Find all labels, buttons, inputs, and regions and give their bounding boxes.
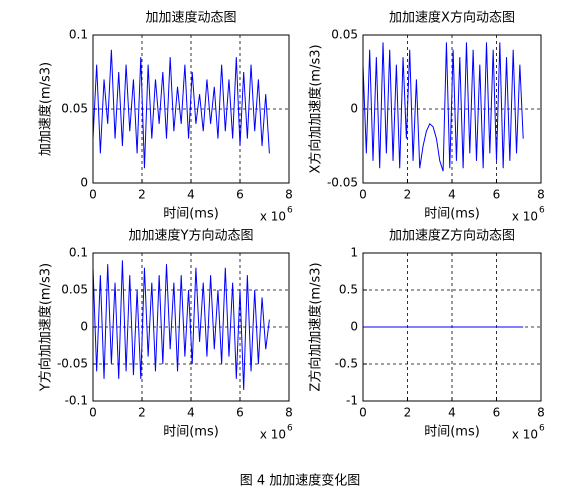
- y-tick-label: 0: [80, 320, 88, 334]
- x-axis-label: 时间(ms): [163, 425, 219, 440]
- x-tick-label: 0: [89, 406, 97, 420]
- data-line: [92, 260, 270, 390]
- axes-box: [92, 34, 290, 184]
- axes-box: [92, 252, 290, 402]
- y-axis-label: X方向加加速度(m/s3): [308, 44, 324, 173]
- x-tick-label: 2: [138, 406, 146, 420]
- y-tick-label: 0.5: [339, 283, 358, 297]
- y-axis-label: Y方向加加速度(m/s3): [38, 263, 54, 392]
- x-tick-label: 2: [404, 406, 412, 420]
- x-multiplier-exponent: 6: [539, 206, 545, 216]
- axes-box: [362, 252, 542, 402]
- y-tick-label: 1: [350, 246, 358, 260]
- x-tick-label: 4: [187, 406, 195, 420]
- caption: 图 4 加加速度变化图: [240, 473, 361, 489]
- y-tick-label: 0: [350, 102, 358, 116]
- chart-title: 加加速度动态图: [145, 10, 236, 26]
- x-tick-label: 8: [537, 188, 545, 202]
- x-tick-label: 6: [236, 406, 244, 420]
- x-tick-label: 4: [448, 188, 456, 202]
- x-multiplier: x 10: [260, 428, 286, 442]
- y-tick-label: -1: [346, 394, 358, 408]
- y-tick-label: -0.05: [327, 176, 358, 190]
- y-tick-label: -0.05: [57, 357, 88, 371]
- y-tick-label: 0: [80, 176, 88, 190]
- x-tick-label: 2: [404, 188, 412, 202]
- y-axis-label: Z方向加加速度(m/s3): [308, 262, 324, 391]
- y-tick-label: 0.05: [61, 102, 88, 116]
- chart-title: 加加速度Y方向动态图: [129, 228, 254, 244]
- x-tick-label: 4: [187, 188, 195, 202]
- x-axis-label: 时间(ms): [163, 207, 219, 222]
- x-multiplier-exponent: 6: [287, 206, 293, 216]
- y-tick-label: 0: [350, 320, 358, 334]
- x-axis-label: 时间(ms): [424, 207, 480, 222]
- x-tick-label: 8: [537, 406, 545, 420]
- y-tick-label: -0.5: [335, 357, 358, 371]
- x-multiplier: x 10: [260, 210, 286, 224]
- x-tick-label: 6: [493, 188, 501, 202]
- data-line: [92, 49, 270, 169]
- x-tick-label: 8: [285, 406, 293, 420]
- x-tick-label: 0: [359, 406, 367, 420]
- y-tick-label: 0.1: [69, 28, 88, 42]
- x-tick-label: 0: [89, 188, 97, 202]
- y-tick-label: 0.05: [331, 28, 358, 42]
- x-tick-label: 0: [359, 188, 367, 202]
- x-tick-label: 8: [285, 188, 293, 202]
- x-multiplier-exponent: 6: [287, 424, 293, 434]
- x-axis-label: 时间(ms): [424, 425, 480, 440]
- x-tick-label: 6: [493, 406, 501, 420]
- chart-title: 加加速度Z方向动态图: [389, 228, 515, 244]
- x-tick-label: 6: [236, 188, 244, 202]
- chart-title: 加加速度X方向动态图: [389, 10, 515, 26]
- data-line: [362, 42, 524, 172]
- y-axis-label: 加加速度(m/s3): [38, 62, 54, 156]
- x-multiplier-exponent: 6: [539, 424, 545, 434]
- x-multiplier: x 10: [512, 210, 538, 224]
- axes-box: [362, 34, 542, 184]
- x-multiplier: x 10: [512, 428, 538, 442]
- y-tick-label: 0.1: [69, 246, 88, 260]
- y-tick-label: -0.1: [65, 394, 88, 408]
- y-tick-label: 0.05: [61, 283, 88, 297]
- x-tick-label: 2: [138, 188, 146, 202]
- x-tick-label: 4: [448, 406, 456, 420]
